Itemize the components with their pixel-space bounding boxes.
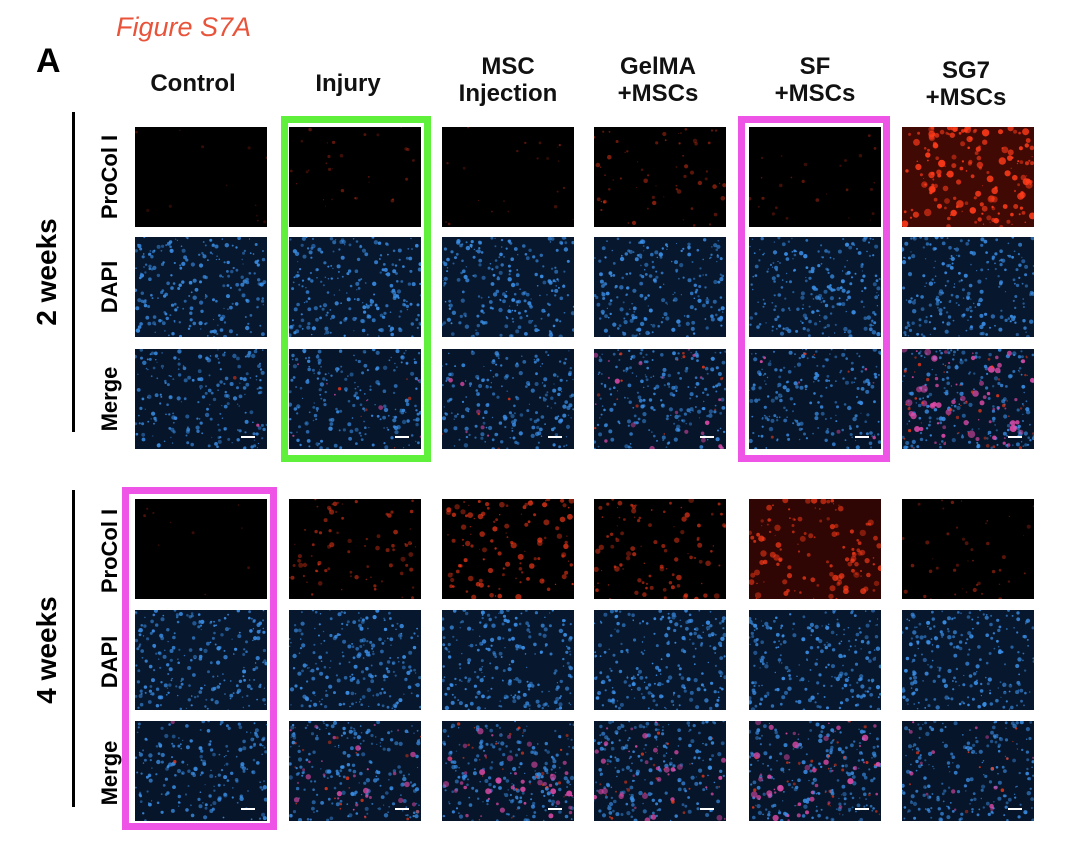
merge-image-msc-injection-4w bbox=[442, 721, 574, 821]
dapi-image-sf-mscs-4w bbox=[749, 610, 881, 710]
procol-image-injury-2w bbox=[289, 127, 421, 227]
highlight-box-sf-2w bbox=[738, 116, 890, 462]
dapi-image-sg7-mscs-4w bbox=[902, 610, 1034, 710]
column-header-line1: SF bbox=[799, 53, 831, 80]
row-label-text: DAPI bbox=[97, 260, 122, 314]
column-header-line1: Injury bbox=[315, 70, 381, 97]
dapi-image-msc-injection-4w bbox=[442, 610, 574, 710]
group-bracket-4-weeks bbox=[72, 490, 75, 807]
dapi-image-injury-4w bbox=[289, 610, 421, 710]
merge-image-injury-2w bbox=[289, 349, 421, 449]
merge-image-gelma-mscs-2w bbox=[594, 349, 726, 449]
column-header-gelma-mscs: GelMA +MSCs bbox=[583, 53, 733, 107]
dapi-image-injury-2w bbox=[289, 237, 421, 337]
dapi-image-control-4w bbox=[135, 610, 267, 710]
procol-image-sg7-mscs-2w bbox=[902, 127, 1034, 227]
highlight-box-injury-2w bbox=[281, 116, 431, 462]
column-header-line1: MSC bbox=[481, 53, 535, 80]
procol-image-sf-mscs-2w bbox=[749, 127, 881, 227]
scale-bar bbox=[548, 808, 562, 810]
dapi-image-gelma-mscs-2w bbox=[594, 237, 726, 337]
row-label-text: DAPI bbox=[97, 635, 122, 689]
scale-bar bbox=[700, 436, 714, 438]
scale-bar bbox=[700, 808, 714, 810]
row-label-text: ProCol I bbox=[97, 508, 122, 594]
figure-title: Figure S7A bbox=[116, 12, 252, 42]
scale-bar bbox=[241, 808, 255, 810]
scale-bar bbox=[548, 436, 562, 438]
merge-image-sg7-mscs-2w bbox=[902, 349, 1034, 449]
merge-image-sf-mscs-2w bbox=[749, 349, 881, 449]
scale-bar bbox=[395, 808, 409, 810]
column-header-line1: SG7 bbox=[941, 57, 991, 84]
merge-image-msc-injection-2w bbox=[442, 349, 574, 449]
procol-image-msc-injection-4w bbox=[442, 499, 574, 599]
scale-bar bbox=[1008, 436, 1022, 438]
procol-image-control-2w bbox=[135, 127, 267, 227]
dapi-image-sf-mscs-2w bbox=[749, 237, 881, 337]
dapi-image-control-2w bbox=[135, 237, 267, 337]
merge-image-gelma-mscs-4w bbox=[594, 721, 726, 821]
column-header-line2: +MSCs bbox=[925, 84, 1007, 111]
procol-image-msc-injection-2w bbox=[442, 127, 574, 227]
procol-image-gelma-mscs-2w bbox=[594, 127, 726, 227]
group-label-text: 2 weeks bbox=[31, 218, 62, 326]
scale-bar bbox=[395, 436, 409, 438]
procol-image-injury-4w bbox=[289, 499, 421, 599]
procol-image-gelma-mscs-4w bbox=[594, 499, 726, 599]
highlight-box-control-4w bbox=[122, 487, 277, 830]
merge-image-sf-mscs-4w bbox=[749, 721, 881, 821]
column-header-line1: GelMA bbox=[619, 53, 696, 80]
column-header-sf-mscs: SF +MSCs bbox=[740, 53, 890, 107]
scale-bar bbox=[241, 436, 255, 438]
row-label-text: Merge bbox=[97, 366, 122, 432]
row-label-text: Merge bbox=[97, 740, 122, 806]
column-header-line2: +MSCs bbox=[774, 80, 856, 107]
column-header-line1: Control bbox=[150, 70, 236, 97]
dapi-image-gelma-mscs-4w bbox=[594, 610, 726, 710]
column-header-msc-injection: MSC Injection bbox=[433, 53, 583, 107]
procol-image-control-4w bbox=[135, 499, 267, 599]
scale-bar bbox=[1008, 808, 1022, 810]
column-header-sg7-mscs: SG7 +MSCs bbox=[891, 57, 1041, 111]
row-label-text: ProCol I bbox=[97, 134, 122, 220]
scale-bar bbox=[855, 436, 869, 438]
column-header-line2: +MSCs bbox=[617, 80, 699, 107]
column-header-line2: Injection bbox=[458, 80, 558, 107]
procol-image-sf-mscs-4w bbox=[749, 499, 881, 599]
dapi-image-msc-injection-2w bbox=[442, 237, 574, 337]
procol-image-sg7-mscs-4w bbox=[902, 499, 1034, 599]
merge-image-injury-4w bbox=[289, 721, 421, 821]
group-label-text: 4 weeks bbox=[31, 596, 62, 704]
column-header-control: Control bbox=[118, 70, 268, 97]
merge-image-control-2w bbox=[135, 349, 267, 449]
column-header-injury: Injury bbox=[273, 70, 423, 97]
merge-image-sg7-mscs-4w bbox=[902, 721, 1034, 821]
group-bracket-2-weeks bbox=[72, 112, 75, 432]
dapi-image-sg7-mscs-2w bbox=[902, 237, 1034, 337]
merge-image-control-4w bbox=[135, 721, 267, 821]
scale-bar bbox=[855, 808, 869, 810]
panel-letter: A bbox=[36, 42, 61, 80]
